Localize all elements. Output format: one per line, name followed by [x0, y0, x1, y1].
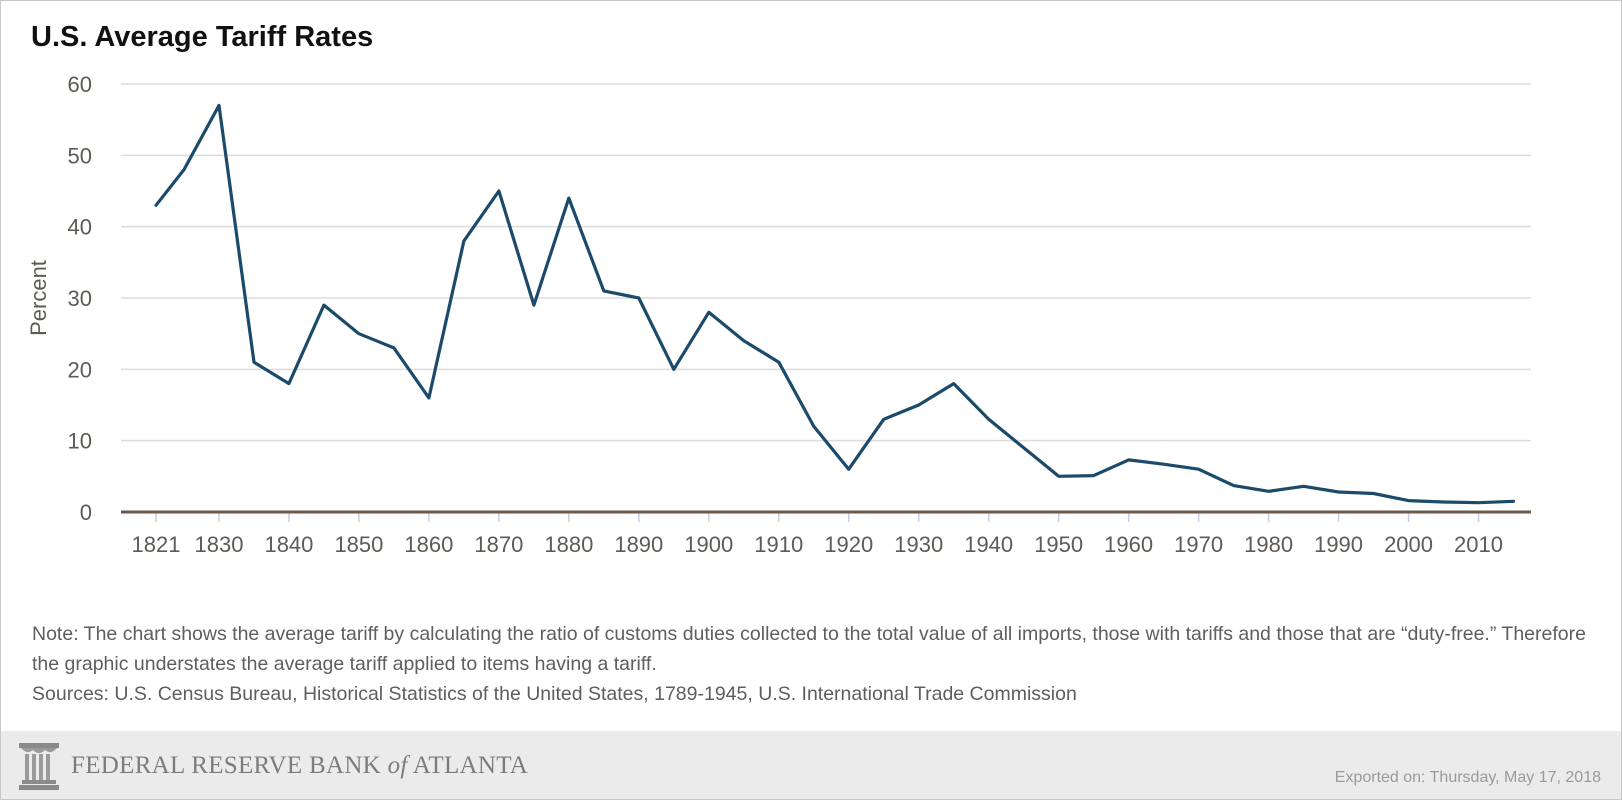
sources-text: Sources: U.S. Census Bureau, Historical …	[32, 683, 1077, 705]
x-tick-label: 1860	[404, 532, 453, 557]
data-point[interactable]	[634, 293, 644, 303]
y-tick-label: 40	[68, 215, 92, 240]
note-text: Note: The chart shows the average tariff…	[32, 623, 1586, 675]
column-icon	[19, 743, 59, 790]
data-point[interactable]	[844, 464, 854, 474]
logo-text-part-2: ATLANTA	[407, 752, 529, 779]
x-tick-label: 1920	[824, 532, 873, 557]
y-axis-title: Percent	[26, 260, 51, 336]
export-date: Exported on: Thursday, May 17, 2018	[1334, 769, 1601, 786]
data-point[interactable]	[1264, 486, 1274, 496]
y-tick-label: 30	[68, 286, 92, 311]
x-tick-label: 1950	[1034, 532, 1083, 557]
x-tick-label: 1900	[684, 532, 733, 557]
data-point[interactable]	[424, 393, 434, 403]
x-tick-label: 1880	[544, 532, 593, 557]
x-tick-label: 1870	[474, 532, 523, 557]
x-tick-label: 1980	[1244, 532, 1293, 557]
x-tick-label: 1830	[194, 532, 243, 557]
x-tick-label: 1890	[614, 532, 663, 557]
frb-atlanta-logo[interactable]: FEDERAL RESERVE BANK of ATLANTA	[17, 741, 528, 791]
x-tick-label: 1840	[264, 532, 313, 557]
logo-text-part-1: FEDERAL RESERVE BANK	[71, 752, 388, 779]
data-point[interactable]	[354, 329, 364, 339]
data-point[interactable]	[879, 414, 889, 424]
data-point[interactable]	[1124, 455, 1134, 465]
x-tick-label: 1850	[334, 532, 383, 557]
data-point[interactable]	[1369, 488, 1379, 498]
data-point[interactable]	[1159, 459, 1169, 469]
y-tick-label: 0	[80, 500, 92, 525]
data-point[interactable]	[389, 343, 399, 353]
data-point[interactable]	[669, 364, 679, 374]
x-tick-label: 1821	[132, 532, 181, 557]
data-point[interactable]	[179, 165, 189, 175]
data-point[interactable]	[319, 300, 329, 310]
y-axis-labels: 0 10 20 30 40 50 60	[68, 72, 92, 525]
data-point[interactable]	[704, 307, 714, 317]
data-point[interactable]	[529, 300, 539, 310]
data-point[interactable]	[1404, 496, 1414, 506]
series-line	[154, 103, 1516, 505]
x-tick-label: 2010	[1454, 532, 1503, 557]
data-point[interactable]	[214, 100, 224, 110]
y-tick-label: 50	[68, 143, 92, 168]
data-point[interactable]	[1194, 464, 1204, 474]
data-point[interactable]	[739, 336, 749, 346]
x-tick-label: 1940	[964, 532, 1013, 557]
data-point[interactable]	[284, 379, 294, 389]
chart-notes: Note: The chart shows the average tariff…	[32, 619, 1602, 709]
data-point[interactable]	[1334, 487, 1344, 497]
x-tick-label: 1990	[1314, 532, 1363, 557]
y-tick-label: 20	[68, 357, 92, 382]
data-point[interactable]	[1299, 481, 1309, 491]
y-tick-label: 10	[68, 429, 92, 454]
logo-text: FEDERAL RESERVE BANK of ATLANTA	[71, 752, 528, 780]
data-point[interactable]	[459, 236, 469, 246]
data-point[interactable]	[599, 286, 609, 296]
x-tick-label: 1970	[1174, 532, 1223, 557]
data-point[interactable]	[1089, 471, 1099, 481]
x-axis-ticks	[155, 512, 1480, 522]
data-point[interactable]	[984, 414, 994, 424]
data-point[interactable]	[494, 186, 504, 196]
data-point[interactable]	[1439, 497, 1449, 507]
x-tick-label: 2000	[1384, 532, 1433, 557]
data-point[interactable]	[564, 193, 574, 203]
data-point[interactable]	[1229, 481, 1239, 491]
data-point[interactable]	[1054, 471, 1064, 481]
footer-bar: FEDERAL RESERVE BANK of ATLANTA Exported…	[1, 731, 1621, 799]
x-tick-label: 1960	[1104, 532, 1153, 557]
data-point[interactable]	[809, 421, 819, 431]
x-tick-label: 1910	[754, 532, 803, 557]
x-axis-labels: 1821 1830 1840 1850 1860 1870 1880 1890 1900 1910…	[132, 532, 1503, 557]
x-tick-label: 1930	[894, 532, 943, 557]
series-layer	[151, 100, 1519, 508]
chart-title: U.S. Average Tariff Rates	[31, 21, 374, 53]
y-tick-label: 60	[68, 72, 92, 97]
logo-text-of: of	[387, 752, 408, 779]
data-point[interactable]	[914, 400, 924, 410]
data-point[interactable]	[249, 357, 259, 367]
data-point[interactable]	[1509, 496, 1519, 506]
data-point[interactable]	[151, 200, 161, 210]
data-point[interactable]	[774, 357, 784, 367]
gridlines	[121, 83, 1531, 442]
data-point[interactable]	[1474, 498, 1484, 508]
data-point[interactable]	[1019, 443, 1029, 453]
data-point[interactable]	[949, 379, 959, 389]
